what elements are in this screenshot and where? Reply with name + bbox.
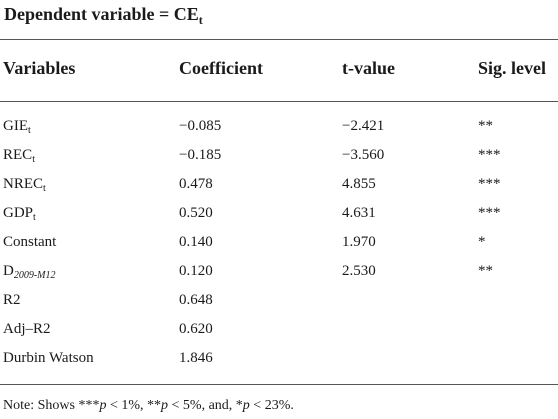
sig-level-cell: ** <box>478 263 493 279</box>
coefficient-cell: 0.120 <box>179 263 213 279</box>
variable-cell: Durbin Watson <box>3 350 94 366</box>
t-value-cell: 4.855 <box>342 176 376 192</box>
title-text: Dependent variable = CE <box>4 4 199 24</box>
coefficient-cell: −0.085 <box>179 118 222 134</box>
table-title: Dependent variable = CEt <box>4 4 203 28</box>
t-value-cell: 4.631 <box>342 205 376 221</box>
t-value-cell: 2.530 <box>342 263 376 279</box>
table-row: GDPt 0.520 4.631 *** <box>0 201 558 230</box>
bottom-rule <box>0 384 558 385</box>
variable-cell: R2 <box>3 292 21 308</box>
table-row: RECt −0.185 −3.560 *** <box>0 143 558 172</box>
coefficient-cell: 0.648 <box>179 292 213 308</box>
table-row: GIEt −0.085 −2.421 ** <box>0 114 558 143</box>
table-note: Note: Shows ***p < 1%, **p < 5%, and, *p… <box>3 398 294 413</box>
title-subscript: t <box>198 13 203 27</box>
variable-cell: Constant <box>3 234 57 250</box>
variable-cell: GDPt <box>3 205 36 223</box>
sig-level-cell: *** <box>478 205 501 221</box>
variable-cell: NRECt <box>3 176 46 194</box>
table-row: NRECt 0.478 4.855 *** <box>0 172 558 201</box>
sig-level-cell: *** <box>478 147 501 163</box>
t-value-cell: −2.421 <box>342 118 385 134</box>
table-row: Constant 0.140 1.970 * <box>0 230 558 259</box>
variable-cell: GIEt <box>3 118 31 136</box>
coefficient-cell: 0.140 <box>179 234 213 250</box>
sig-level-cell: * <box>478 234 486 250</box>
table-row: Durbin Watson 1.846 <box>0 346 558 375</box>
table-row: R2 0.648 <box>0 288 558 317</box>
variable-cell: RECt <box>3 147 35 165</box>
sig-level-cell: *** <box>478 176 501 192</box>
coefficient-cell: −0.185 <box>179 147 222 163</box>
header-t-value: t-value <box>342 58 395 78</box>
coefficient-cell: 0.520 <box>179 205 213 221</box>
header-sig-level: Sig. level <box>478 58 546 78</box>
top-rule <box>0 39 558 40</box>
header-coefficient: Coefficient <box>179 58 263 78</box>
t-value-cell: 1.970 <box>342 234 376 250</box>
variable-cell: D2009-M12 <box>3 263 56 281</box>
t-value-cell: −3.560 <box>342 147 385 163</box>
table-row: Adj–R2 0.620 <box>0 317 558 346</box>
table-row: D2009-M12 0.120 2.530 ** <box>0 259 558 288</box>
coefficient-cell: 1.846 <box>179 350 213 366</box>
coefficient-cell: 0.620 <box>179 321 213 337</box>
variable-cell: Adj–R2 <box>3 321 51 337</box>
header-variables: Variables <box>3 58 76 78</box>
header-rule <box>0 101 558 102</box>
sig-level-cell: ** <box>478 118 493 134</box>
coefficient-cell: 0.478 <box>179 176 213 192</box>
